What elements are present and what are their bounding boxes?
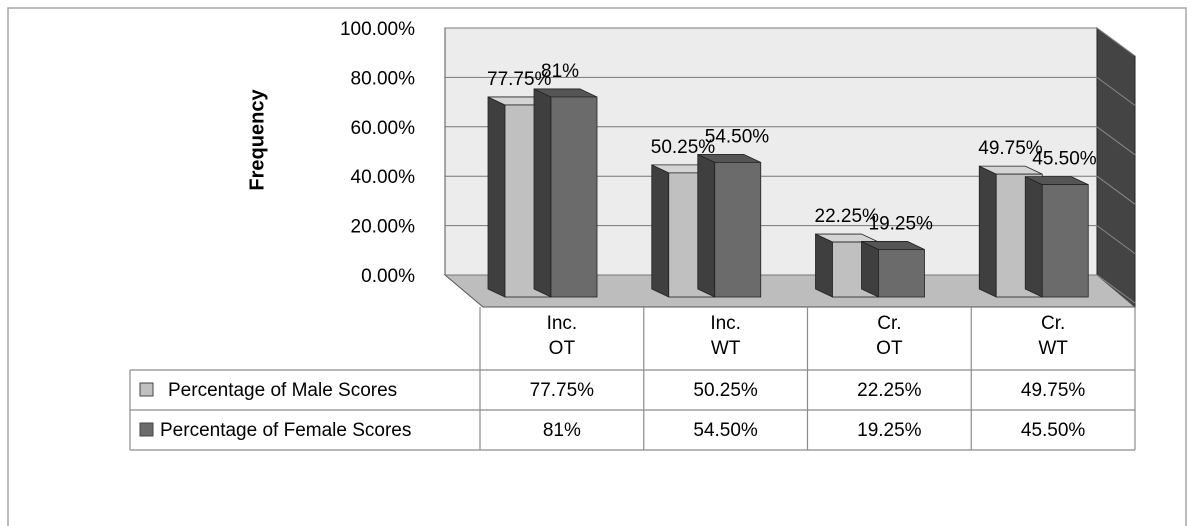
legend-swatch xyxy=(139,382,154,397)
y-tick-label: 80.00% xyxy=(351,68,416,89)
value-label: 81% xyxy=(541,61,579,82)
value-label: 54.50% xyxy=(705,126,770,147)
grid-line xyxy=(1096,76,1136,106)
x-tick-label: WT xyxy=(711,338,741,359)
bar-side xyxy=(697,153,716,298)
legend-label: Percentage of Male Scores xyxy=(168,380,397,401)
value-label: 19.25% xyxy=(869,213,934,234)
x-tick-label: OT xyxy=(549,338,576,359)
y-tick-label: 0.00% xyxy=(361,266,415,287)
y-tick-label: 100.00% xyxy=(340,19,415,40)
y-tick-label: 20.00% xyxy=(351,217,416,238)
x-tick-label: WT xyxy=(1038,338,1068,359)
legend-label: Percentage of Female Scores xyxy=(160,420,411,441)
side-wall xyxy=(1096,27,1136,309)
bar xyxy=(878,249,925,298)
grid-line xyxy=(1096,175,1136,205)
value-label: 22.25% xyxy=(815,206,880,227)
value-label: 45.50% xyxy=(1032,149,1097,170)
bar xyxy=(1041,184,1089,298)
bar-side xyxy=(1024,175,1043,298)
value-label: 49.75% xyxy=(978,138,1043,159)
value-label: 50.25% xyxy=(651,137,716,158)
table-value: 77.75% xyxy=(530,380,595,401)
legend-swatch xyxy=(139,422,154,437)
bar-side xyxy=(815,233,833,298)
grid-line xyxy=(1096,126,1136,156)
grid-line xyxy=(1096,225,1136,255)
grid-line xyxy=(1096,27,1136,57)
y-tick-label: 40.00% xyxy=(351,167,416,188)
x-tick-label: Cr. xyxy=(1041,313,1065,334)
y-tick-label: 60.00% xyxy=(351,118,416,139)
table-value: 81% xyxy=(543,420,581,441)
table-value: 22.25% xyxy=(857,380,922,401)
frame xyxy=(7,7,1187,526)
x-tick-label: Cr. xyxy=(877,313,901,334)
table-value: 45.50% xyxy=(1021,420,1086,441)
bar-side xyxy=(487,96,506,298)
value-label: 77.75% xyxy=(487,69,552,90)
y-axis-label: Frequency xyxy=(246,89,268,191)
table-value: 19.25% xyxy=(857,420,922,441)
bar-side xyxy=(651,164,670,298)
table-value: 50.25% xyxy=(693,380,758,401)
bar xyxy=(550,96,598,298)
bar-side xyxy=(978,165,997,298)
x-tick-label: Inc. xyxy=(547,313,578,334)
bar-side xyxy=(861,240,879,298)
table-value: 54.50% xyxy=(693,420,758,441)
x-tick-label: OT xyxy=(876,338,903,359)
grid-line xyxy=(1096,274,1136,304)
table-value: 49.75% xyxy=(1021,380,1086,401)
bar-side xyxy=(533,88,552,298)
bar xyxy=(714,161,762,298)
x-tick-label: Inc. xyxy=(710,313,741,334)
